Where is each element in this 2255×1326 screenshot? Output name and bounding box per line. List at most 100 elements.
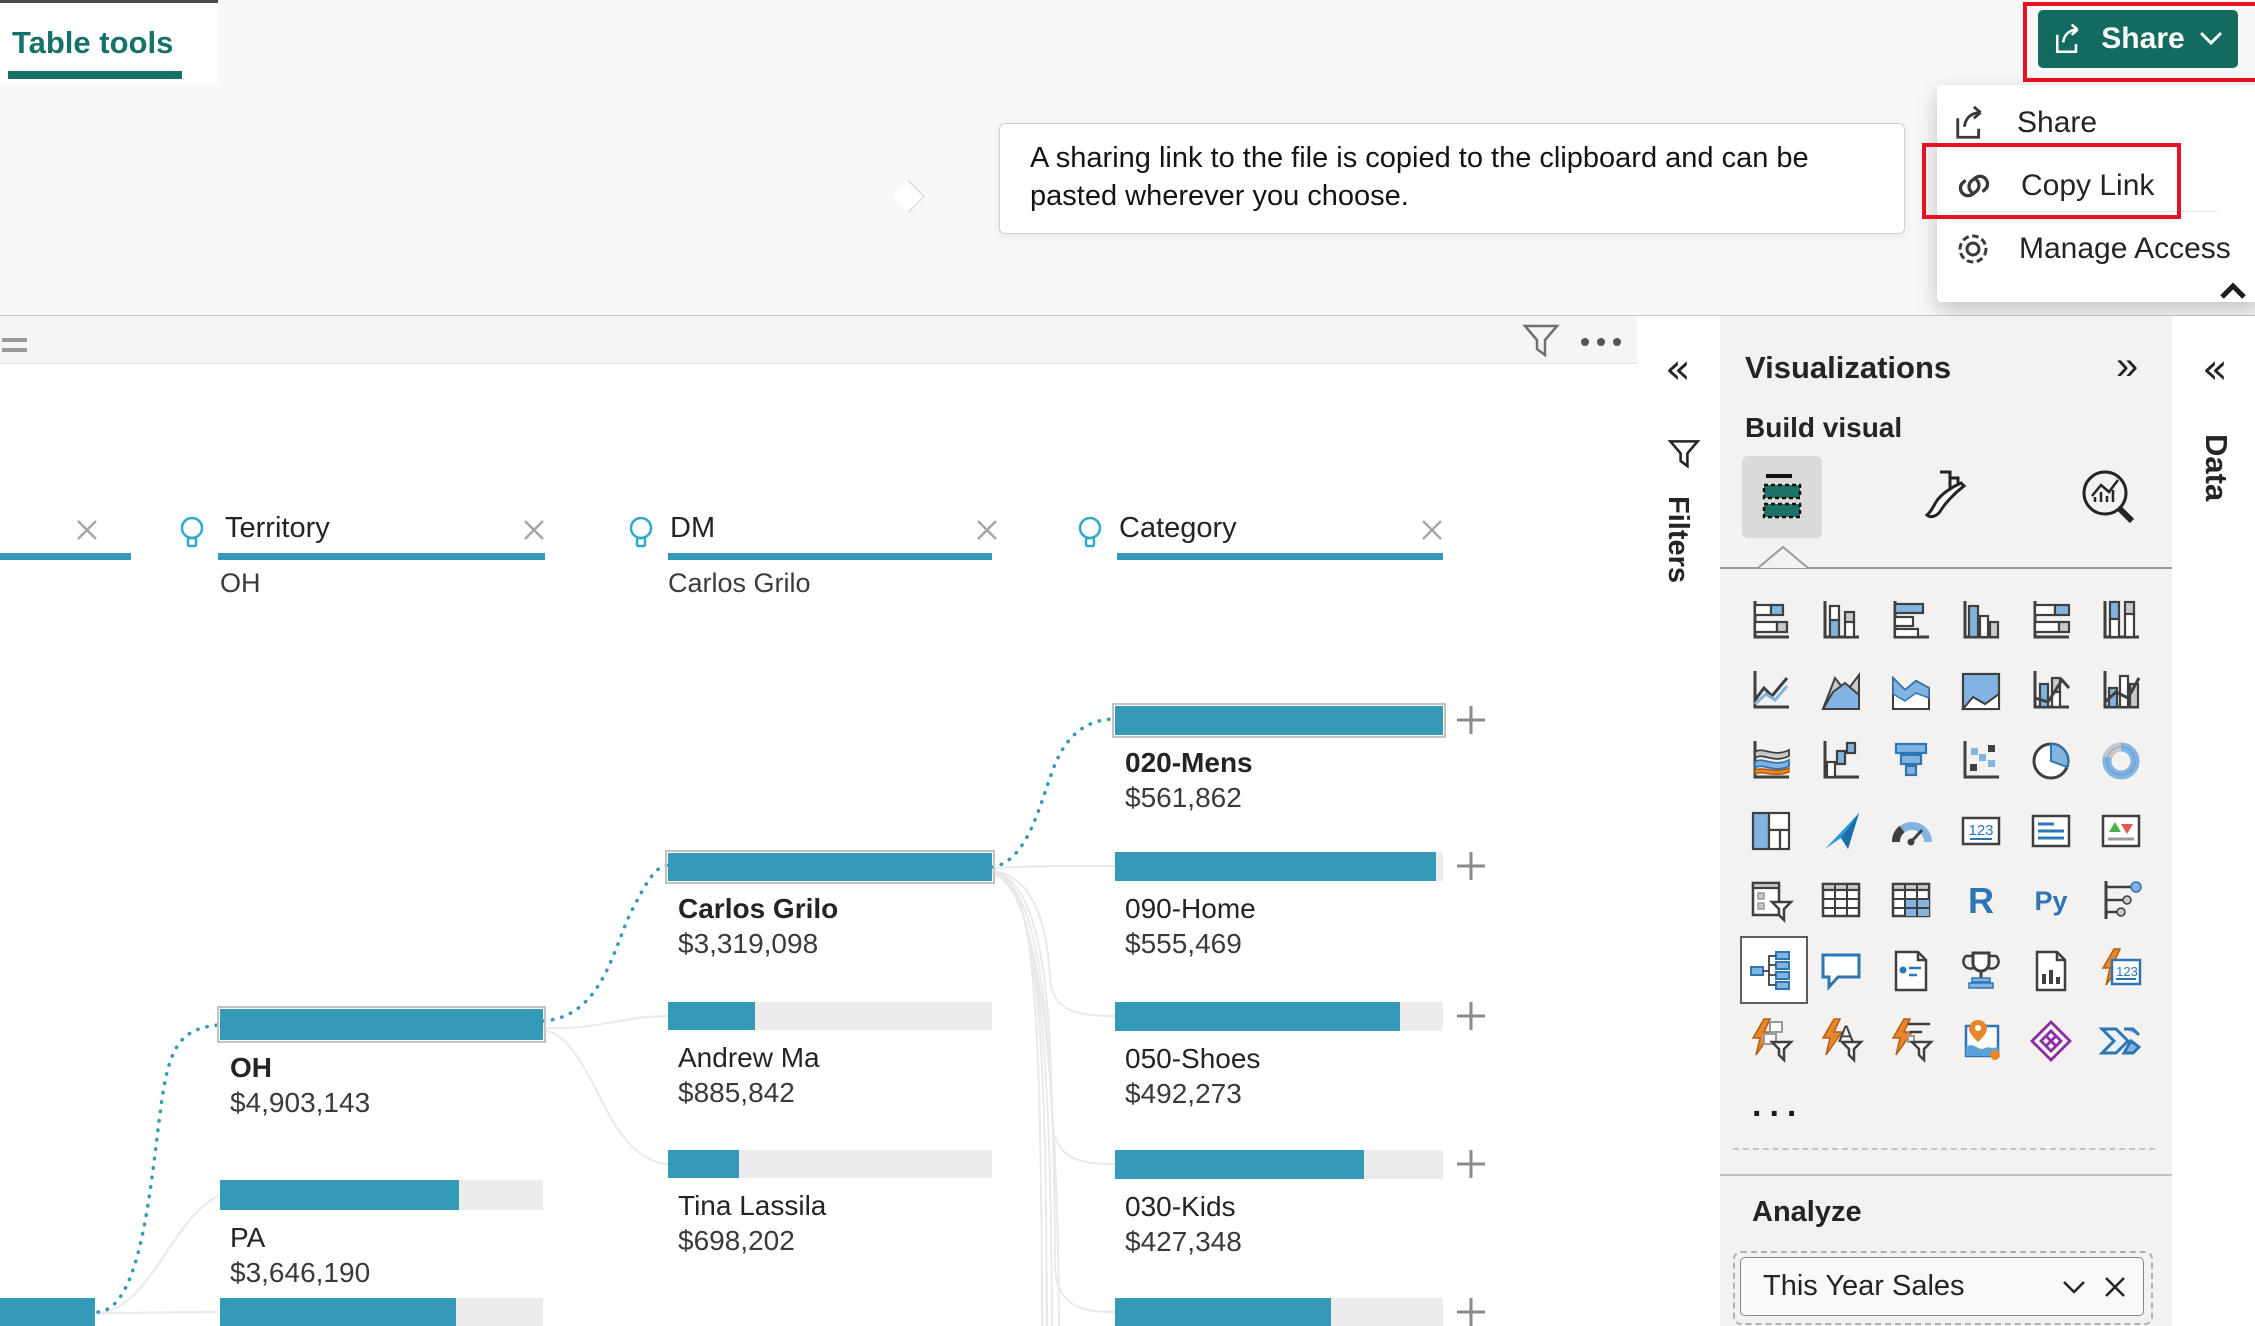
menu-item-label: Manage Access	[2019, 232, 2231, 265]
more-options-icon[interactable]	[1580, 337, 1624, 347]
tab-caret-notch	[1758, 545, 1808, 569]
expand-node-icon[interactable]	[1455, 850, 1487, 882]
chevron-up-icon[interactable]	[2218, 281, 2248, 301]
100-stacked-column-chart-icon[interactable]	[2098, 598, 2144, 644]
field-pill-this-year-sales[interactable]: This Year Sales	[1740, 1257, 2144, 1316]
key-influencers-icon[interactable]	[2098, 878, 2144, 924]
tree-node-bar[interactable]	[1115, 1150, 1443, 1179]
tree-node-bar[interactable]	[217, 1006, 546, 1043]
button-slicer-icon[interactable]	[1888, 1018, 1934, 1064]
expand-node-icon[interactable]	[1455, 704, 1487, 736]
tree-node-bar[interactable]	[668, 1150, 992, 1178]
tree-node-bar[interactable]	[668, 1002, 992, 1030]
tree-node-bar[interactable]	[220, 1180, 543, 1210]
visualizations-pane: Visualizations » Build visual 12	[1720, 316, 2173, 1326]
hamburger-icon[interactable]	[2, 338, 28, 354]
power-automate-icon[interactable]	[2098, 1018, 2144, 1064]
tree-node-bar[interactable]	[220, 1298, 543, 1326]
stacked-bar-chart-icon[interactable]	[1748, 598, 1794, 644]
gauge-icon[interactable]	[1888, 808, 1934, 854]
multi-row-card-icon[interactable]	[2028, 808, 2074, 854]
clustered-bar-chart-icon[interactable]	[1888, 598, 1934, 644]
smart-narrative-icon[interactable]	[1888, 948, 1934, 994]
line-and-clustered-column-chart-icon[interactable]	[2098, 668, 2144, 714]
metrics-icon[interactable]	[1958, 948, 2004, 994]
clustered-column-chart-icon[interactable]	[1958, 598, 2004, 644]
tree-node-value: $555,469	[1125, 928, 1242, 959]
expand-node-icon[interactable]	[1455, 1148, 1487, 1180]
power-apps-icon[interactable]	[2028, 1018, 2074, 1064]
paginated-report-icon[interactable]	[2028, 948, 2074, 994]
map-icon[interactable]	[1818, 808, 1864, 854]
stacked-area-chart-icon[interactable]	[1888, 668, 1934, 714]
line-and-stacked-column-chart-icon[interactable]	[2028, 668, 2074, 714]
decomposition-tree-icon[interactable]	[1748, 948, 1794, 994]
tree-node-bar[interactable]	[0, 1298, 95, 1326]
decomposition-tree-visual: Territory OH OH $4,903,143 PA $3,646,190 DM Car…	[0, 316, 1637, 1326]
analyze-field-well[interactable]	[1733, 1251, 2153, 1325]
field-chevron-down-icon[interactable]	[2059, 1277, 2089, 1297]
tree-level-header: DM	[670, 512, 716, 544]
card-icon[interactable]: 123	[1958, 808, 2004, 854]
100-stacked-bar-chart-icon[interactable]	[2028, 598, 2074, 644]
treemap-icon[interactable]	[1748, 808, 1794, 854]
tree-node-bar[interactable]	[1115, 852, 1443, 881]
r-script-visual-icon[interactable]: R	[1958, 878, 2004, 924]
ai-split-lightbulb-icon[interactable]	[179, 516, 205, 550]
tab-format-visual[interactable]	[1920, 468, 1978, 530]
azure-map-icon[interactable]	[1958, 1018, 2004, 1064]
expand-node-icon[interactable]	[1455, 1000, 1487, 1032]
tree-node-bar[interactable]	[665, 850, 995, 884]
pie-chart-icon[interactable]	[2028, 738, 2074, 784]
slicer-new-icon[interactable]	[1748, 1018, 1794, 1064]
tree-node-bar[interactable]	[1115, 1298, 1443, 1326]
text-slicer-icon[interactable]: A	[1818, 1018, 1864, 1064]
svg-text:123: 123	[2116, 964, 2138, 979]
kpi-icon[interactable]	[2098, 808, 2144, 854]
qa-visual-icon[interactable]	[1818, 948, 1864, 994]
tab-analytics[interactable]	[2078, 468, 2144, 530]
matrix-icon[interactable]	[1888, 878, 1934, 924]
ai-split-lightbulb-icon[interactable]	[628, 516, 654, 550]
waterfall-chart-icon[interactable]	[1818, 738, 1864, 784]
more-visuals-button[interactable]: ...	[1752, 1086, 1805, 1124]
collapse-visualizations-icon[interactable]: »	[2116, 344, 2139, 388]
filter-icon[interactable]	[1521, 323, 1561, 361]
expand-data-icon[interactable]: «	[2202, 344, 2228, 393]
line-chart-icon[interactable]	[1748, 668, 1794, 714]
tree-node-value: $698,202	[678, 1225, 795, 1256]
remove-level-icon[interactable]	[75, 518, 99, 542]
tab-table-tools[interactable]: Table tools	[0, 0, 218, 83]
tree-node-value: $4,903,143	[230, 1087, 371, 1118]
expand-filters-icon[interactable]: «	[1665, 344, 1691, 393]
remove-level-icon[interactable]	[1420, 518, 1444, 542]
ai-split-lightbulb-icon[interactable]	[1077, 516, 1103, 550]
scatter-chart-icon[interactable]	[1958, 738, 2004, 784]
slicer-icon[interactable]	[1748, 878, 1794, 924]
remove-level-icon[interactable]	[522, 518, 546, 542]
tree-node-value: $3,646,190	[230, 1257, 371, 1288]
python-visual-icon[interactable]: Py	[2028, 878, 2074, 924]
area-chart-icon[interactable]	[1818, 668, 1864, 714]
menu-item-manage-access[interactable]: Manage Access	[1937, 221, 2255, 277]
tree-level-underline	[1117, 553, 1443, 560]
card-new-icon[interactable]: 123	[2098, 948, 2144, 994]
remove-level-icon[interactable]	[975, 518, 999, 542]
stacked-column-chart-icon[interactable]	[1818, 598, 1864, 644]
100-stacked-area-chart-icon[interactable]	[1958, 668, 2004, 714]
table-icon[interactable]	[1818, 878, 1864, 924]
tab-build-visual[interactable]	[1742, 456, 1822, 538]
share-dropdown-menu: Share Copy Link Manage Access	[1937, 85, 2255, 302]
share-button[interactable]: Share	[2038, 10, 2238, 68]
tree-node-bar[interactable]	[1112, 703, 1446, 738]
menu-item-share[interactable]: Share	[1937, 95, 2255, 151]
tree-node-bar[interactable]	[1115, 1002, 1443, 1031]
funnel-chart-icon[interactable]	[1888, 738, 1934, 784]
menu-item-copy-link[interactable]: Copy Link	[1937, 158, 2255, 214]
donut-chart-icon[interactable]	[2098, 738, 2144, 784]
filters-pane-title[interactable]: Filters	[1662, 496, 1694, 584]
ribbon-chart-icon[interactable]	[1748, 738, 1794, 784]
field-remove-icon[interactable]	[2103, 1275, 2127, 1299]
data-pane-title[interactable]: Data	[2199, 434, 2234, 502]
expand-node-icon[interactable]	[1455, 1296, 1487, 1326]
